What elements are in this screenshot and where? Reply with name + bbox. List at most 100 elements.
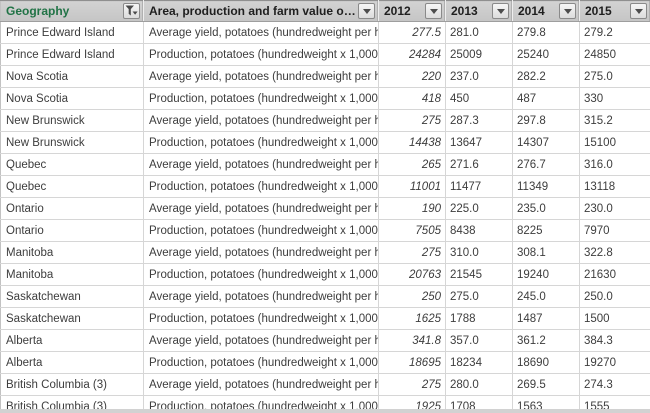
value-2013-cell[interactable]: 225.0 [445,197,513,220]
value-2014-cell[interactable]: 235.0 [512,197,580,220]
value-2012-cell[interactable]: 1925 [378,395,446,413]
value-2014-cell[interactable]: 279.8 [512,21,580,44]
measure-cell[interactable]: Average yield, potatoes (hundredweight p… [143,197,379,220]
value-2012-cell[interactable]: 341.8 [378,329,446,352]
value-2015-cell[interactable]: 19270 [579,351,650,374]
value-2012-cell[interactable]: 418 [378,87,446,110]
value-2015-cell[interactable]: 1555 [579,395,650,413]
value-2012-cell[interactable]: 275 [378,373,446,396]
value-2015-cell[interactable]: 315.2 [579,109,650,132]
measure-cell[interactable]: Average yield, potatoes (hundredweight p… [143,241,379,264]
value-2015-cell[interactable]: 316.0 [579,153,650,176]
value-2013-cell[interactable]: 287.3 [445,109,513,132]
value-2014-cell[interactable]: 25240 [512,43,580,66]
value-2013-cell[interactable]: 1788 [445,307,513,330]
filter-dropdown-button[interactable] [630,3,647,19]
value-2015-cell[interactable]: 13118 [579,175,650,198]
value-2013-cell[interactable]: 275.0 [445,285,513,308]
geography-cell[interactable]: Nova Scotia [0,65,144,88]
value-2014-cell[interactable]: 18690 [512,351,580,374]
geography-cell[interactable]: Alberta [0,351,144,374]
geography-cell[interactable]: British Columbia (3) [0,373,144,396]
value-2013-cell[interactable]: 357.0 [445,329,513,352]
value-2013-cell[interactable]: 271.6 [445,153,513,176]
value-2014-cell[interactable]: 297.8 [512,109,580,132]
geography-cell[interactable]: Manitoba [0,263,144,286]
value-2014-cell[interactable]: 245.0 [512,285,580,308]
value-2015-cell[interactable]: 24850 [579,43,650,66]
value-2012-cell[interactable]: 18695 [378,351,446,374]
measure-cell[interactable]: Production, potatoes (hundredweight x 1,… [143,307,379,330]
value-2013-cell[interactable]: 18234 [445,351,513,374]
measure-cell[interactable]: Average yield, potatoes (hundredweight p… [143,285,379,308]
geography-cell[interactable]: Quebec [0,175,144,198]
geography-cell[interactable]: New Brunswick [0,109,144,132]
measure-cell[interactable]: Production, potatoes (hundredweight x 1,… [143,175,379,198]
filter-applied-button[interactable] [123,3,140,19]
geography-cell[interactable]: Quebec [0,153,144,176]
geography-cell[interactable]: Saskatchewan [0,307,144,330]
column-header-2012[interactable]: 2012 [378,0,446,22]
column-header-measure[interactable]: Area, production and farm value of pot..… [143,0,379,22]
filter-dropdown-button[interactable] [358,3,375,19]
value-2014-cell[interactable]: 361.2 [512,329,580,352]
value-2012-cell[interactable]: 220 [378,65,446,88]
geography-cell[interactable]: Alberta [0,329,144,352]
measure-cell[interactable]: Production, potatoes (hundredweight x 1,… [143,87,379,110]
value-2015-cell[interactable]: 250.0 [579,285,650,308]
value-2013-cell[interactable]: 13647 [445,131,513,154]
value-2012-cell[interactable]: 275 [378,109,446,132]
measure-cell[interactable]: Production, potatoes (hundredweight x 1,… [143,263,379,286]
value-2013-cell[interactable]: 25009 [445,43,513,66]
measure-cell[interactable]: Average yield, potatoes (hundredweight p… [143,329,379,352]
geography-cell[interactable]: Ontario [0,197,144,220]
value-2015-cell[interactable]: 21630 [579,263,650,286]
filter-dropdown-button[interactable] [492,3,509,19]
value-2015-cell[interactable]: 274.3 [579,373,650,396]
measure-cell[interactable]: Average yield, potatoes (hundredweight p… [143,109,379,132]
filter-dropdown-button[interactable] [559,3,576,19]
value-2015-cell[interactable]: 279.2 [579,21,650,44]
value-2014-cell[interactable]: 276.7 [512,153,580,176]
measure-cell[interactable]: Average yield, potatoes (hundredweight p… [143,21,379,44]
geography-cell[interactable]: Prince Edward Island [0,21,144,44]
value-2015-cell[interactable]: 322.8 [579,241,650,264]
filter-dropdown-button[interactable] [425,3,442,19]
column-header-2014[interactable]: 2014 [512,0,580,22]
value-2013-cell[interactable]: 21545 [445,263,513,286]
value-2014-cell[interactable]: 11349 [512,175,580,198]
value-2012-cell[interactable]: 20763 [378,263,446,286]
column-header-geography[interactable]: Geography [0,0,144,22]
value-2013-cell[interactable]: 310.0 [445,241,513,264]
value-2014-cell[interactable]: 14307 [512,131,580,154]
value-2015-cell[interactable]: 1500 [579,307,650,330]
column-header-2015[interactable]: 2015 [579,0,650,22]
value-2015-cell[interactable]: 230.0 [579,197,650,220]
measure-cell[interactable]: Production, potatoes (hundredweight x 1,… [143,131,379,154]
geography-cell[interactable]: Nova Scotia [0,87,144,110]
geography-cell[interactable]: Manitoba [0,241,144,264]
value-2014-cell[interactable]: 1487 [512,307,580,330]
measure-cell[interactable]: Average yield, potatoes (hundredweight p… [143,153,379,176]
measure-cell[interactable]: Average yield, potatoes (hundredweight p… [143,65,379,88]
value-2012-cell[interactable]: 250 [378,285,446,308]
value-2012-cell[interactable]: 190 [378,197,446,220]
value-2012-cell[interactable]: 7505 [378,219,446,242]
value-2014-cell[interactable]: 269.5 [512,373,580,396]
value-2014-cell[interactable]: 282.2 [512,65,580,88]
value-2012-cell[interactable]: 1625 [378,307,446,330]
value-2015-cell[interactable]: 384.3 [579,329,650,352]
value-2015-cell[interactable]: 275.0 [579,65,650,88]
value-2014-cell[interactable]: 487 [512,87,580,110]
value-2013-cell[interactable]: 281.0 [445,21,513,44]
value-2013-cell[interactable]: 8438 [445,219,513,242]
value-2012-cell[interactable]: 265 [378,153,446,176]
value-2014-cell[interactable]: 8225 [512,219,580,242]
geography-cell[interactable]: Prince Edward Island [0,43,144,66]
value-2012-cell[interactable]: 24284 [378,43,446,66]
column-header-2013[interactable]: 2013 [445,0,513,22]
measure-cell[interactable]: Production, potatoes (hundredweight x 1,… [143,219,379,242]
value-2013-cell[interactable]: 11477 [445,175,513,198]
value-2015-cell[interactable]: 330 [579,87,650,110]
measure-cell[interactable]: Average yield, potatoes (hundredweight p… [143,373,379,396]
